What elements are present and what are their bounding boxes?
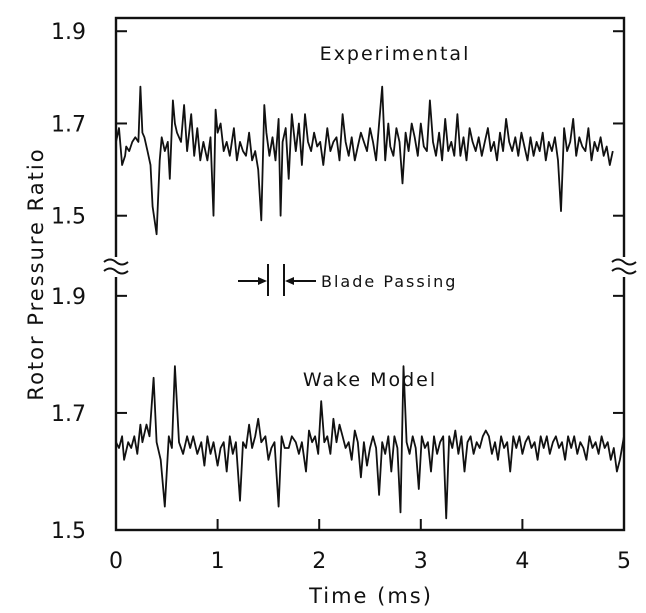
series-experimental-line xyxy=(115,85,614,236)
x-tick-label: 2 xyxy=(312,549,326,574)
y-tick-label: 1.7 xyxy=(51,112,86,137)
y-tick-label: 1.9 xyxy=(51,20,86,45)
y-axis-title: Rotor Pressure Ratio xyxy=(24,147,48,400)
x-tick-label: 3 xyxy=(414,549,428,574)
x-axis-title: Time (ms) xyxy=(308,584,433,608)
blade-passing-label: Blade Passing xyxy=(321,272,457,291)
x-tick-label: 0 xyxy=(109,549,123,574)
y-tick-label: 1.5 xyxy=(51,519,86,544)
panel-label-experimental: Experimental xyxy=(320,43,471,65)
blade-passing-marker xyxy=(238,264,316,296)
x-tick-label: 1 xyxy=(211,549,225,574)
axis-break-right xyxy=(611,257,637,277)
axis-break-left xyxy=(103,257,129,277)
y-tick-label: 1.7 xyxy=(51,402,86,427)
x-tick-label: 4 xyxy=(515,549,529,574)
y-tick-label: 1.9 xyxy=(51,285,86,310)
y-tick-label: 1.5 xyxy=(51,205,86,230)
panel-label-wake-model: Wake Model xyxy=(303,369,437,391)
x-tick-label: 5 xyxy=(617,549,631,574)
x-axis-ticks: 0 1 2 3 4 5 xyxy=(109,519,631,574)
series-wake-model-line xyxy=(115,365,625,520)
y-axis-ticks: 1.9 1.7 1.5 1.9 1.7 1.5 xyxy=(51,20,624,544)
